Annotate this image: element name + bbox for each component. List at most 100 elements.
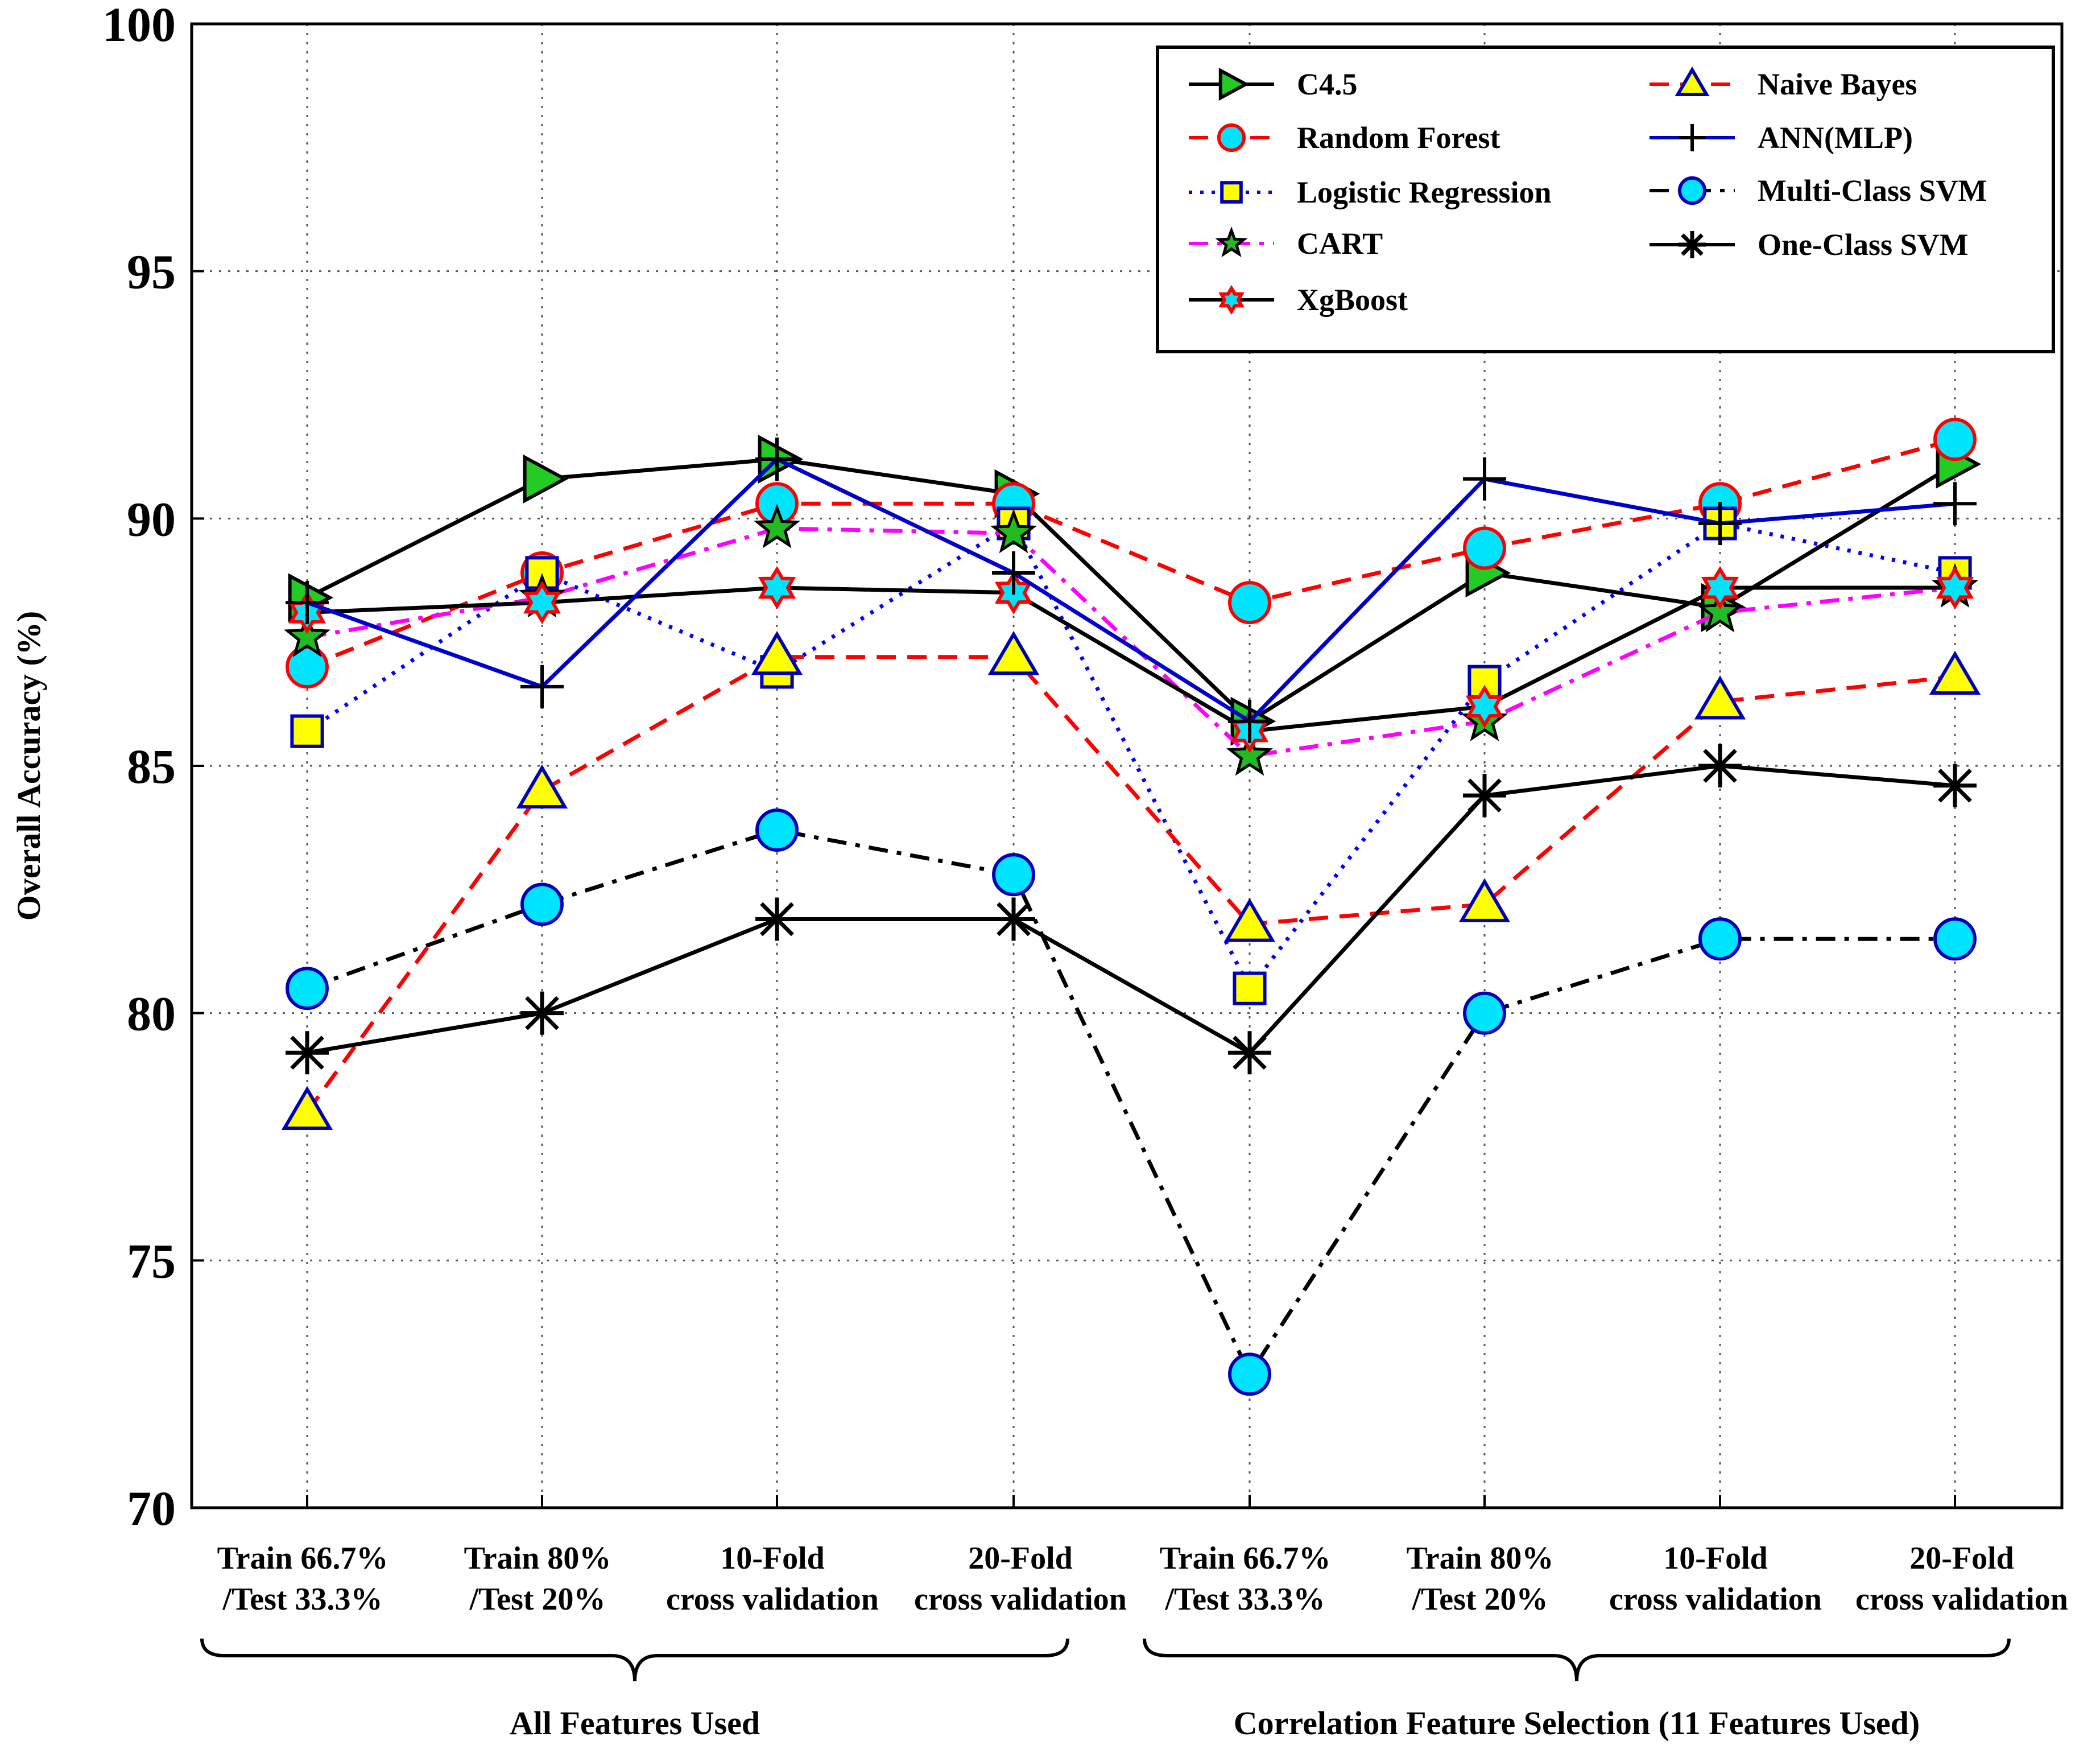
series-line bbox=[306, 828, 1955, 1376]
legend-marker bbox=[1217, 123, 1246, 152]
x-tick-label: /Test 33.3% bbox=[1164, 1582, 1325, 1617]
legend-item: XgBoost bbox=[1189, 283, 1408, 317]
legend-item: Random Forest bbox=[1189, 121, 1500, 155]
x-tick-label: cross validation bbox=[1609, 1582, 1822, 1617]
series-one-class-svm bbox=[286, 744, 1977, 1075]
data-point bbox=[990, 509, 1037, 554]
y-tick-label: 70 bbox=[127, 1481, 176, 1536]
x-tick-label: cross validation bbox=[666, 1582, 879, 1617]
x-tick-label: cross validation bbox=[914, 1582, 1127, 1617]
data-point bbox=[290, 714, 324, 748]
legend-marker bbox=[1679, 231, 1706, 258]
data-point bbox=[1698, 502, 1742, 546]
data-point bbox=[523, 580, 561, 625]
x-tick-label: /Test 20% bbox=[1411, 1582, 1548, 1617]
series-line bbox=[305, 655, 1956, 1113]
data-point bbox=[755, 438, 799, 481]
category-groups: All Features Used Correlation Feature Sel… bbox=[200, 1638, 2011, 1742]
x-tick-label: 20-Fold bbox=[1909, 1541, 2014, 1576]
legend-label: CART bbox=[1297, 226, 1383, 261]
data-point bbox=[1228, 699, 1271, 743]
legend-item: Multi-Class SVM bbox=[1650, 174, 1987, 208]
legend-marker bbox=[1218, 67, 1250, 101]
y-tick-label: 75 bbox=[127, 1234, 176, 1288]
data-point bbox=[753, 504, 801, 548]
data-point bbox=[1463, 774, 1506, 818]
legend-marker bbox=[1679, 124, 1706, 151]
data-point bbox=[286, 1031, 329, 1075]
x-tick-label: cross validation bbox=[1855, 1582, 2068, 1617]
data-point bbox=[992, 551, 1035, 595]
legend-label: C4.5 bbox=[1297, 67, 1358, 101]
x-tick-label: Train 80% bbox=[464, 1541, 611, 1576]
x-tick-label: 10-Fold bbox=[720, 1541, 825, 1576]
series-xgboost bbox=[288, 566, 1974, 753]
legend-box bbox=[1156, 46, 2055, 353]
group-brace bbox=[200, 1638, 1069, 1682]
series-line bbox=[307, 764, 1956, 1055]
data-point bbox=[286, 967, 329, 1010]
data-point bbox=[520, 665, 564, 708]
data-point bbox=[1458, 878, 1511, 922]
data-point bbox=[283, 612, 331, 657]
data-point bbox=[1465, 684, 1504, 728]
series-ann-mlp- bbox=[286, 438, 1977, 743]
legend-marker bbox=[1220, 181, 1243, 204]
data-point bbox=[1228, 1352, 1271, 1396]
data-point bbox=[1698, 744, 1742, 787]
x-tick-label: Train 66.7% bbox=[217, 1541, 388, 1576]
legend-label: One-Class SVM bbox=[1758, 228, 1969, 262]
y-tick-label: 100 bbox=[102, 0, 176, 52]
y-tick-label: 95 bbox=[127, 245, 176, 299]
data-point bbox=[755, 808, 799, 852]
data-point bbox=[1933, 418, 1977, 461]
legend-marker bbox=[1215, 226, 1248, 258]
data-point bbox=[1936, 566, 1974, 610]
legend: C4.5 Random Forest Logistic Regression CART… bbox=[1156, 46, 2055, 353]
legend-label: XgBoost bbox=[1297, 283, 1408, 317]
x-tick-label: 20-Fold bbox=[968, 1541, 1073, 1576]
data-point bbox=[1933, 917, 1977, 961]
legend-label: ANN(MLP) bbox=[1758, 121, 1913, 155]
data-point bbox=[1696, 588, 1744, 633]
series-line bbox=[306, 437, 1956, 669]
series-naive-bayes bbox=[281, 630, 1981, 1131]
legend-item: CART bbox=[1189, 226, 1383, 261]
group-label: Correlation Feature Selection (11 Featur… bbox=[1234, 1705, 1920, 1742]
x-tick-label: /Test 20% bbox=[469, 1582, 605, 1617]
data-point bbox=[758, 566, 796, 610]
legend-item: ANN(MLP) bbox=[1650, 121, 1913, 155]
data-point bbox=[281, 1086, 333, 1131]
data-point bbox=[1933, 764, 1977, 807]
group-brace bbox=[1143, 1638, 2011, 1682]
data-point bbox=[1228, 581, 1271, 625]
series-layer bbox=[281, 418, 1982, 1396]
data-point bbox=[1933, 482, 1977, 526]
x-tick-label: 10-Fold bbox=[1663, 1541, 1768, 1576]
legend-label: Multi-Class SVM bbox=[1758, 174, 1987, 208]
legend-item: C4.5 bbox=[1189, 67, 1358, 101]
data-point bbox=[286, 645, 329, 689]
data-point bbox=[1223, 898, 1276, 942]
data-point bbox=[1698, 917, 1742, 961]
series-line bbox=[306, 457, 1956, 724]
data-point bbox=[520, 991, 564, 1035]
data-point bbox=[1463, 457, 1506, 501]
data-point bbox=[286, 581, 329, 625]
legend-label: Logistic Regression bbox=[1297, 175, 1551, 209]
x-tick-label: /Test 33.3% bbox=[222, 1582, 382, 1617]
data-point bbox=[1233, 971, 1267, 1005]
y-axis-ticks: 70 75 80 85 90 95 100 bbox=[102, 0, 204, 1536]
data-point bbox=[987, 630, 1040, 675]
legend-item: Logistic Regression bbox=[1189, 175, 1551, 209]
legend-item: One-Class SVM bbox=[1650, 228, 1969, 262]
y-tick-label: 90 bbox=[127, 492, 176, 546]
legend-marker bbox=[1677, 176, 1707, 205]
x-tick-label: Train 80% bbox=[1407, 1541, 1554, 1576]
x-tick-label: Train 66.7% bbox=[1160, 1541, 1331, 1576]
series-line bbox=[307, 585, 1955, 733]
legend-label: Random Forest bbox=[1297, 121, 1500, 155]
data-point bbox=[1929, 650, 1981, 695]
y-tick-label: 85 bbox=[127, 739, 176, 794]
